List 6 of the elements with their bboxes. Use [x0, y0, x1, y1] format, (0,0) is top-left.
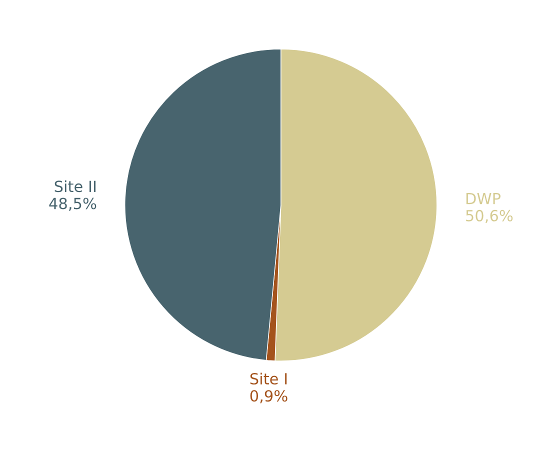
data-label: 0,9%	[250, 390, 288, 404]
data-label: 48,5%	[49, 198, 96, 211]
slice-label: Site I	[250, 372, 287, 385]
data-label: 50,6%	[466, 210, 513, 223]
slice-label: DWP	[466, 192, 500, 204]
slice-label: Site II	[54, 180, 96, 192]
